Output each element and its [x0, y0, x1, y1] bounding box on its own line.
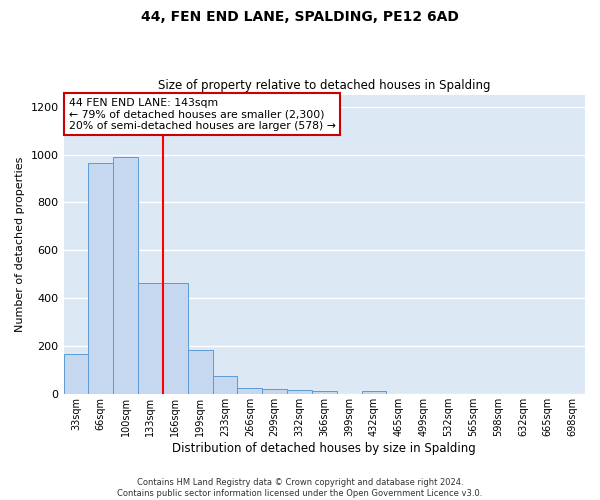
- Bar: [262, 390, 287, 394]
- Text: 44 FEN END LANE: 143sqm
← 79% of detached houses are smaller (2,300)
20% of semi: 44 FEN END LANE: 143sqm ← 79% of detache…: [69, 98, 335, 131]
- Text: Contains HM Land Registry data © Crown copyright and database right 2024.
Contai: Contains HM Land Registry data © Crown c…: [118, 478, 482, 498]
- Bar: [312, 392, 337, 394]
- Bar: [287, 390, 312, 394]
- Bar: [113, 157, 138, 394]
- Title: Size of property relative to detached houses in Spalding: Size of property relative to detached ho…: [158, 79, 491, 92]
- Bar: [212, 376, 238, 394]
- Bar: [138, 283, 163, 395]
- Bar: [88, 163, 113, 394]
- Bar: [362, 391, 386, 394]
- Text: 44, FEN END LANE, SPALDING, PE12 6AD: 44, FEN END LANE, SPALDING, PE12 6AD: [141, 10, 459, 24]
- Y-axis label: Number of detached properties: Number of detached properties: [15, 156, 25, 332]
- X-axis label: Distribution of detached houses by size in Spalding: Distribution of detached houses by size …: [172, 442, 476, 455]
- Bar: [163, 283, 188, 395]
- Bar: [238, 388, 262, 394]
- Bar: [64, 354, 88, 395]
- Bar: [188, 350, 212, 395]
